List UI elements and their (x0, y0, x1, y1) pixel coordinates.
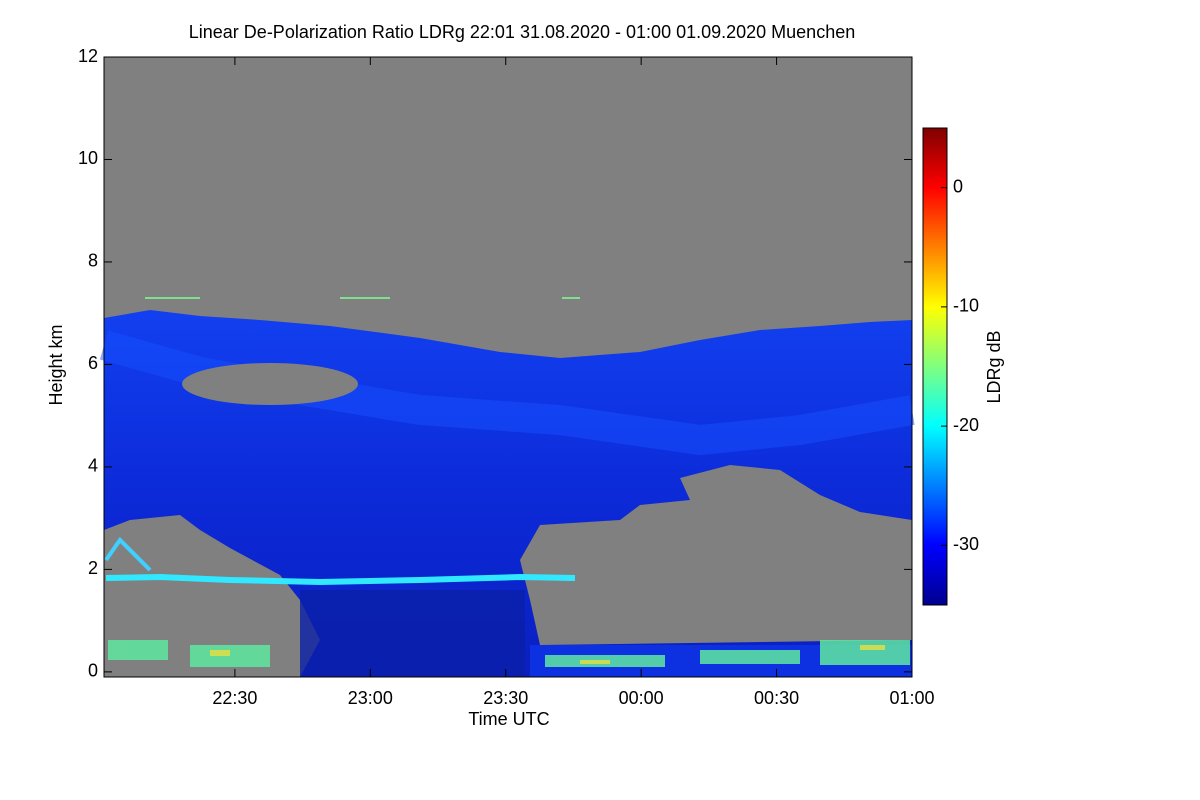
colorbar-tick-label: -20 (953, 415, 979, 435)
x-tick-label: 00:00 (619, 688, 664, 708)
x-tick-label: 22:30 (212, 688, 257, 708)
colorbar (922, 127, 948, 606)
colorbar-tick-label: -30 (953, 534, 979, 554)
x-axis-label: Time UTC (468, 709, 549, 729)
y-tick-label: 2 (88, 558, 98, 578)
y-tick-label: 6 (88, 353, 98, 373)
y-tick-label: 10 (78, 148, 98, 168)
y-tick-label: 8 (88, 251, 98, 271)
colorbar-tick-label: 0 (953, 176, 963, 196)
x-tick-label: 23:00 (348, 688, 393, 708)
x-tick-label: 00:30 (754, 688, 799, 708)
plot-frame (103, 56, 913, 678)
x-tick-label: 23:30 (483, 688, 528, 708)
chart-title: Linear De-Polarization Ratio LDRg 22:01 … (189, 22, 855, 42)
heatmap-image (99, 57, 915, 677)
y-tick-label: 4 (88, 456, 98, 476)
y-tick-label: 0 (88, 661, 98, 681)
y-axis-label: Height km (46, 324, 66, 405)
x-tick-label: 01:00 (889, 688, 934, 708)
colorbar-label: LDRg dB (984, 330, 1004, 403)
y-tick-label: 12 (78, 46, 98, 66)
colorbar-tick-label: -10 (953, 296, 979, 316)
